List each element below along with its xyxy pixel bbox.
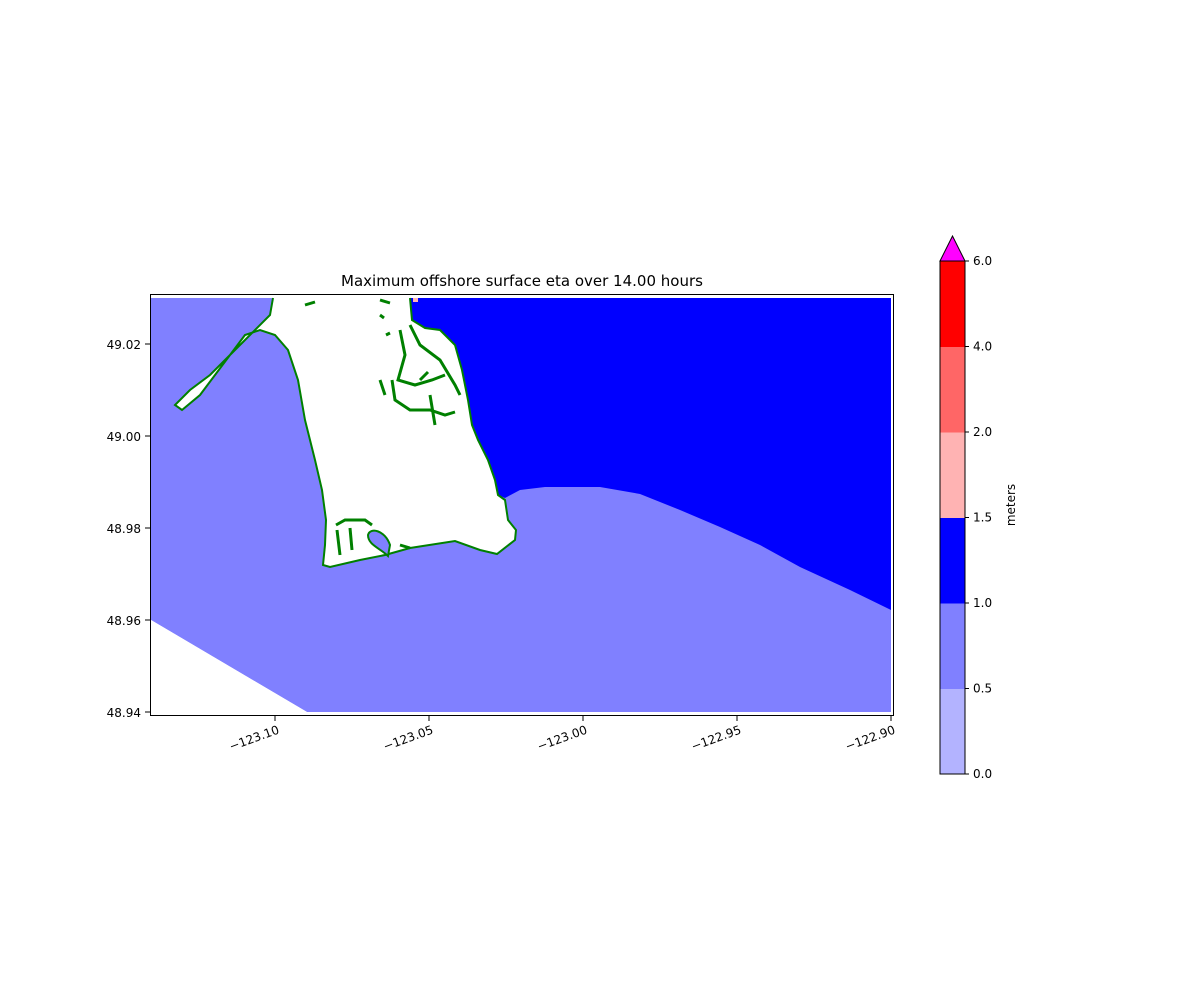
axes-frame	[150, 294, 894, 716]
colorbar-band	[940, 603, 965, 689]
region-1.0-1.5m	[410, 298, 891, 610]
colorbar-label: meters	[1004, 484, 1018, 526]
colorbar-tick-label: 0.5	[973, 682, 992, 696]
y-tick-label: 48.96	[107, 614, 141, 628]
shoreline-inland	[304, 298, 462, 556]
x-tick-label: −123.05	[381, 723, 435, 754]
y-tick-label: 49.00	[107, 430, 141, 444]
colorbar-tick-label: 1.0	[973, 596, 992, 610]
colorbar-tick-label: 2.0	[973, 425, 992, 439]
region-1.5-2.0m	[413, 298, 418, 302]
x-tick-label: −123.00	[535, 723, 589, 754]
colorbar-band	[940, 346, 965, 433]
y-tick-label: 48.98	[107, 522, 141, 536]
colorbar-tick-label: 0.0	[973, 767, 992, 781]
y-tick-label: 48.94	[107, 706, 141, 720]
colorbar-band	[940, 688, 965, 775]
colorbar: 0.0 0.5 1.0 1.5 2.0 4.0 6.0	[939, 234, 992, 781]
x-axis: −123.10 −123.05 −123.00 −122.95 −122.90	[227, 716, 897, 754]
colorbar-tick-label: 1.5	[973, 511, 992, 525]
colorbar-band	[940, 432, 965, 518]
x-tick-label: −123.10	[227, 723, 281, 754]
shoreline-lagoon	[366, 529, 392, 559]
colorbar-extend-arrow	[939, 234, 966, 262]
colorbar-band	[940, 261, 965, 347]
chart-title: Maximum offshore surface eta over 14.00 …	[341, 272, 703, 290]
shoreline	[173, 297, 518, 569]
x-tick-label: −122.95	[689, 723, 743, 754]
map-axes	[150, 294, 894, 716]
y-axis: 49.02 49.00 48.98 48.96 48.94	[107, 338, 150, 720]
white-corner	[151, 620, 307, 712]
x-tick-label: −122.90	[843, 723, 897, 754]
colorbar-band	[940, 517, 965, 604]
colorbar-tick-label: 4.0	[973, 340, 992, 354]
land	[175, 298, 516, 567]
colorbar-tick-label: 6.0	[973, 254, 992, 268]
y-tick-label: 49.02	[107, 338, 141, 352]
